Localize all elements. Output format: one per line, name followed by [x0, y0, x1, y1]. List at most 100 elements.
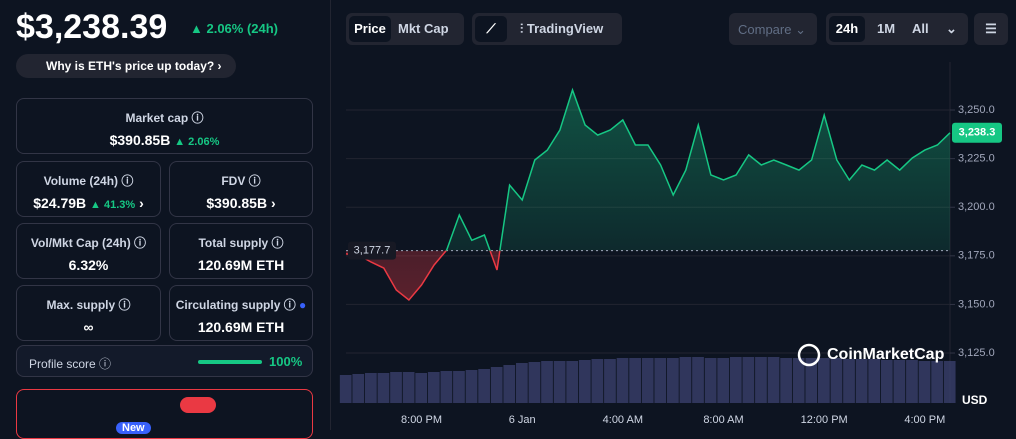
x-tick-label: 4:00 AM	[603, 414, 643, 426]
volume-bar	[893, 360, 906, 403]
volume-bar	[591, 359, 604, 403]
baseline-label: 3,177.7	[354, 244, 391, 256]
stat-label-text: Circulating supply	[175, 298, 281, 312]
range-1m[interactable]: 1M	[877, 21, 896, 36]
volume-bar	[679, 357, 692, 403]
range-group: 24h 1M All ⌄	[826, 13, 968, 45]
volume-bar	[755, 357, 767, 403]
volume-bar	[604, 359, 616, 403]
stat-change: 41.3%	[104, 199, 136, 211]
last-price-box	[952, 122, 1002, 143]
x-tick-label: 12:00 PM	[801, 414, 848, 426]
volume-bar	[616, 358, 629, 403]
volume-card[interactable]: Volume (24h) ⓘ $24.79B ▲ 41.3% ›	[16, 161, 161, 217]
stat-value: ∞	[83, 319, 94, 335]
volume-bar	[767, 357, 780, 403]
volume-bar	[918, 361, 931, 403]
volume-bar	[792, 358, 805, 403]
volume-bar	[906, 360, 918, 403]
volume-bar	[880, 360, 893, 403]
fdv-card[interactable]: FDV ⓘ $390.85B ›	[169, 161, 313, 217]
volume-bar	[629, 358, 641, 403]
stat-label: Vol/Mkt Cap (24h) ⓘ	[30, 236, 147, 250]
x-tick-label: 8:00 AM	[703, 414, 743, 426]
volume-bar	[641, 358, 654, 403]
range-all[interactable]: All	[912, 21, 929, 36]
chart-type-group: ⟋ ⫶ TradingView	[472, 13, 622, 45]
total-supply-card: Total supply ⓘ 120.69M ETH	[169, 223, 313, 279]
last-price-label: 3,238.3	[959, 127, 996, 139]
y-tick-label: 3,125.0	[958, 347, 995, 359]
area-below	[346, 250, 500, 300]
watermark: CoinMarketCap	[827, 346, 945, 363]
price-line	[445, 87, 951, 251]
price: $3,238.39	[16, 8, 168, 46]
stat-label: Total supply ⓘ	[198, 236, 284, 250]
circulating-supply-card: Circulating supply ⓘ ● 120.69M ETH	[169, 285, 313, 341]
compare-button[interactable]: Compare ⌄	[729, 13, 817, 45]
tab-group: Price Mkt Cap	[346, 13, 464, 45]
volume-bar	[692, 357, 704, 403]
chart: USD 3,125.0 3,150.0 3,175.0 3,200.0 3,225.0 3…	[339, 62, 1002, 426]
tradingview-text: TradingView	[526, 21, 604, 36]
stat-value: $390.85B ▲ 2.06%	[109, 132, 220, 148]
price-change: ▲ 2.06% (24h)	[190, 21, 279, 36]
stat-label-text: Market cap	[125, 111, 189, 125]
range-more[interactable]: ⌄	[946, 21, 957, 36]
stat-label: Volume (24h) ⓘ	[43, 174, 134, 188]
volume-bar	[729, 357, 742, 403]
y-tick-label: 3,250.0	[958, 104, 995, 116]
x-tick-label: 8:00 PM	[401, 414, 442, 426]
tradingview-button[interactable]: ⫶ TradingView	[520, 21, 604, 36]
stat-label: Max. supply ⓘ	[46, 298, 131, 312]
stat-label-text: Vol/Mkt Cap (24h)	[30, 236, 131, 250]
divider	[330, 0, 331, 430]
stat-label-text: FDV	[221, 174, 246, 188]
profile-score-bar	[198, 360, 262, 364]
volume-bar	[667, 358, 679, 403]
volume-bar	[704, 358, 717, 403]
line-chart-button[interactable]: ⟋	[475, 16, 507, 42]
profile-score-label-text: Profile score	[29, 357, 96, 371]
volume-bar	[717, 358, 730, 403]
volume-bar	[415, 373, 428, 403]
x-tick-label: 6 Jan	[509, 414, 536, 426]
volume-bar	[365, 373, 377, 403]
stat-value-text: $390.85B	[206, 195, 268, 211]
volume-bar	[566, 361, 579, 403]
stat-value: 6.32%	[68, 257, 109, 273]
page: $3,238.39 ▲ 2.06% (24h) Why is ETH's pri…	[16, 0, 1008, 439]
volume-bar	[440, 371, 453, 403]
stat-value-text: $390.85B	[109, 132, 171, 148]
volume-bar	[377, 373, 390, 403]
tab-price[interactable]: Price	[349, 16, 391, 42]
volume-bar	[780, 358, 792, 403]
volume-bar	[578, 360, 591, 403]
y-tick-label: 3,175.0	[958, 250, 995, 262]
volume-bar	[868, 359, 881, 403]
volume-bar	[352, 374, 365, 403]
volume-bar	[490, 367, 503, 403]
baseline-label-box	[348, 241, 396, 260]
volume-bar	[855, 359, 868, 403]
volume-bar	[553, 361, 566, 403]
profile-score-label: Profile score ⓘ	[29, 357, 112, 371]
tab-mkt-cap[interactable]: Mkt Cap	[398, 21, 449, 36]
volume-bar	[654, 358, 667, 403]
volume-bar	[528, 362, 541, 403]
volume-bar	[516, 363, 528, 403]
promo-badge	[180, 397, 216, 413]
watermark-logo	[797, 343, 821, 367]
stat-label-text: Total supply	[198, 236, 269, 250]
volume-bar	[541, 361, 553, 403]
compare-text: Compare	[738, 22, 792, 37]
stat-label-text: Max. supply	[46, 298, 116, 312]
settings-button[interactable]: ☰	[974, 13, 1008, 45]
why-link[interactable]: Why is ETH's price up today? ›	[16, 54, 236, 78]
stat-label-text: Volume (24h)	[43, 174, 119, 188]
promo-box[interactable]	[16, 389, 313, 439]
x-tick-label: 4:00 PM	[904, 414, 945, 426]
volume-bar	[931, 361, 943, 403]
range-24h[interactable]: 24h	[829, 16, 865, 42]
profile-score-value: 100%	[269, 354, 303, 369]
